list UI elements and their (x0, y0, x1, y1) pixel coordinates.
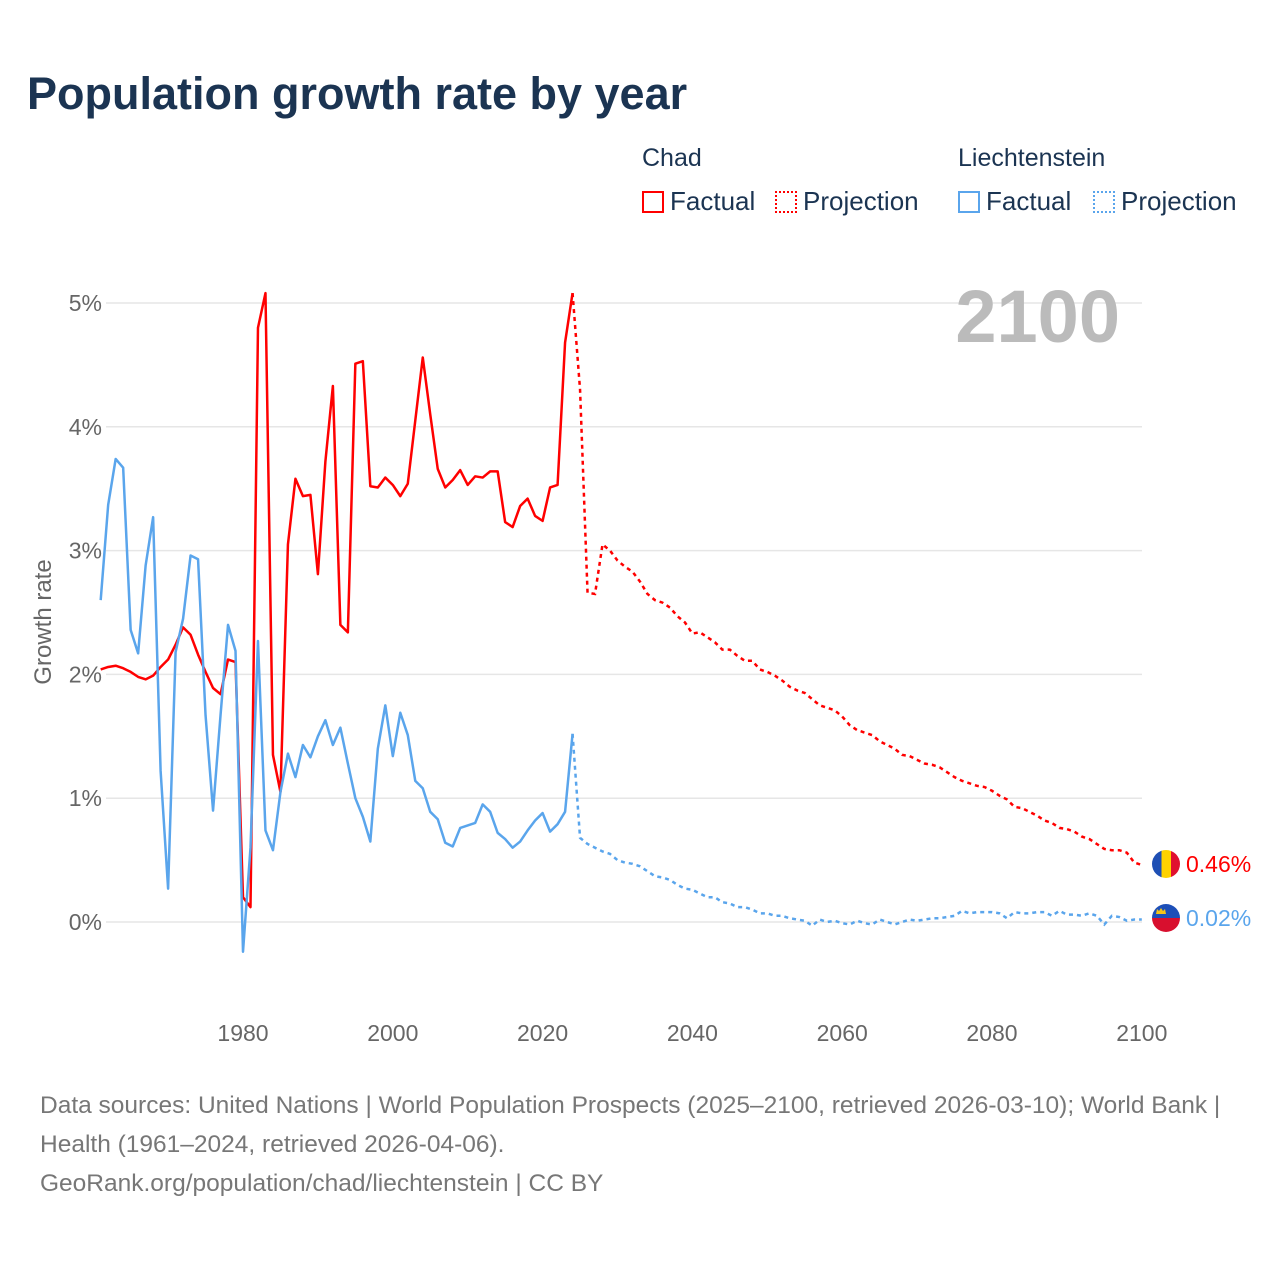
credit-link[interactable]: GeoRank.org/population/chad/liechtenstei… (40, 1170, 604, 1197)
legend-liechtenstein-projection[interactable]: Projection (1093, 186, 1237, 217)
legend-label: Factual (670, 186, 756, 216)
y-tick-label: 0% (69, 909, 102, 935)
liechtenstein-factual-line (99, 457, 574, 953)
liechtenstein-flag-icon (1152, 904, 1180, 932)
flag-stripe (1171, 850, 1180, 878)
legend-label: Projection (803, 186, 919, 216)
x-tick-label: 2020 (517, 1020, 568, 1046)
legend-chad-factual[interactable]: Factual (642, 186, 755, 217)
y-tick-label: 4% (69, 414, 102, 440)
flag-stripe (1152, 850, 1162, 878)
legend-liechtenstein-factual[interactable]: Factual (958, 186, 1071, 217)
x-tick-label: 2000 (367, 1020, 418, 1046)
flag-stripe (1161, 850, 1171, 878)
y-tick-label: 1% (69, 785, 102, 811)
data-sources: Data sources: United Nations | World Pop… (40, 1092, 1221, 1158)
x-tick-label: 1980 (217, 1020, 268, 1046)
liechtenstein-end-label: 0.02% (1186, 905, 1251, 931)
flag-body (1152, 850, 1180, 878)
chad-projection-line (571, 292, 1143, 867)
flag-body (1152, 904, 1180, 932)
chad-flag-icon (1152, 850, 1180, 878)
x-tick-label: 2040 (667, 1020, 718, 1046)
line-chart: 0% 1% 2% 3% 4% 5% 1980 2000 2020 2040 2060 2080 2100… (30, 275, 1251, 1046)
legend-label: Factual (986, 186, 1072, 216)
legend-swatch-dotted (1093, 190, 1115, 213)
footer: Data sources: United Nations | World Pop… (40, 1086, 1240, 1203)
y-tick-label: 3% (69, 538, 102, 564)
flag-stripe (1152, 904, 1180, 918)
x-tick-label: 2060 (817, 1020, 868, 1046)
chad-end-label: 0.46% (1186, 851, 1251, 877)
y-tick-label: 2% (69, 661, 102, 687)
legend-swatch-solid (642, 190, 664, 213)
legend-group-liechtenstein: Liechtenstein (958, 144, 1106, 172)
legend-label: Projection (1121, 186, 1237, 216)
chart-title: Population growth rate by year (27, 68, 688, 119)
x-tick-label: 2100 (1116, 1020, 1167, 1046)
legend-swatch-solid (958, 190, 980, 213)
legend-chad-projection[interactable]: Projection (775, 186, 919, 217)
legend-group-chad: Chad (642, 144, 702, 172)
year-overlay: 2100 (955, 275, 1120, 358)
flag-stripe (1152, 918, 1180, 932)
legend-swatch-dotted (775, 190, 797, 213)
x-tick-label: 2080 (966, 1020, 1017, 1046)
y-tick-label: 5% (69, 290, 102, 316)
liechtenstein-projection-line (571, 733, 1142, 928)
y-axis-title: Growth rate (30, 559, 57, 684)
crown-icon (1156, 908, 1166, 914)
